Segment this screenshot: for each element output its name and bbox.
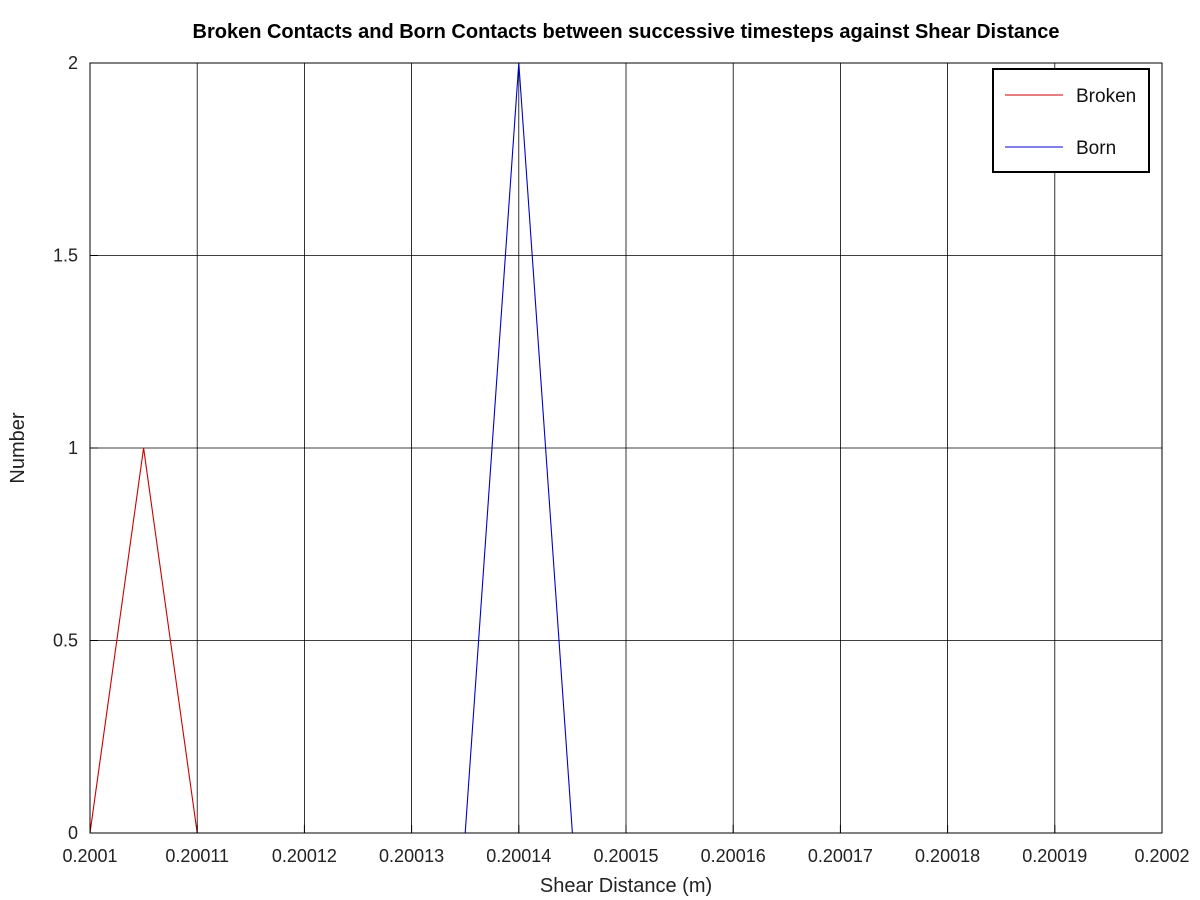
legend-box (992, 68, 1150, 173)
chart-title: Broken Contacts and Born Contacts betwee… (193, 21, 1060, 43)
x-tick-label: 0.2001 (62, 846, 117, 866)
y-tick-label: 2 (68, 53, 78, 73)
grid (90, 63, 1162, 833)
y-tick-label: 0.5 (53, 631, 78, 651)
legend-label-born: Born (1076, 138, 1116, 159)
x-tick-label: 0.20012 (272, 846, 337, 866)
x-tick-label: 0.20016 (701, 846, 766, 866)
y-tick-label: 0 (68, 823, 78, 843)
y-tick-label: 1.5 (53, 246, 78, 266)
series-line-broken (89, 447, 198, 834)
axis-ticks: 0.2001 0.20011 0.20012 0.20013 0.20014 0.2001… (53, 53, 1190, 866)
x-tick-label: 0.20011 (165, 846, 229, 866)
y-tick-label: 1 (68, 438, 78, 458)
x-tick-label: 0.20019 (1022, 846, 1087, 866)
x-tick-label: 0.20014 (486, 846, 551, 866)
legend: Broken Born (992, 68, 1150, 173)
legend-label-broken: Broken (1076, 86, 1136, 107)
x-tick-label: 0.2002 (1134, 846, 1189, 866)
x-tick-label: 0.20017 (808, 846, 873, 866)
x-tick-label: 0.20013 (379, 846, 444, 866)
y-axis-label: Number (7, 412, 29, 483)
x-tick-label: 0.20018 (915, 846, 980, 866)
x-axis-label: Shear Distance (m) (540, 875, 712, 897)
x-tick-label: 0.20015 (593, 846, 658, 866)
